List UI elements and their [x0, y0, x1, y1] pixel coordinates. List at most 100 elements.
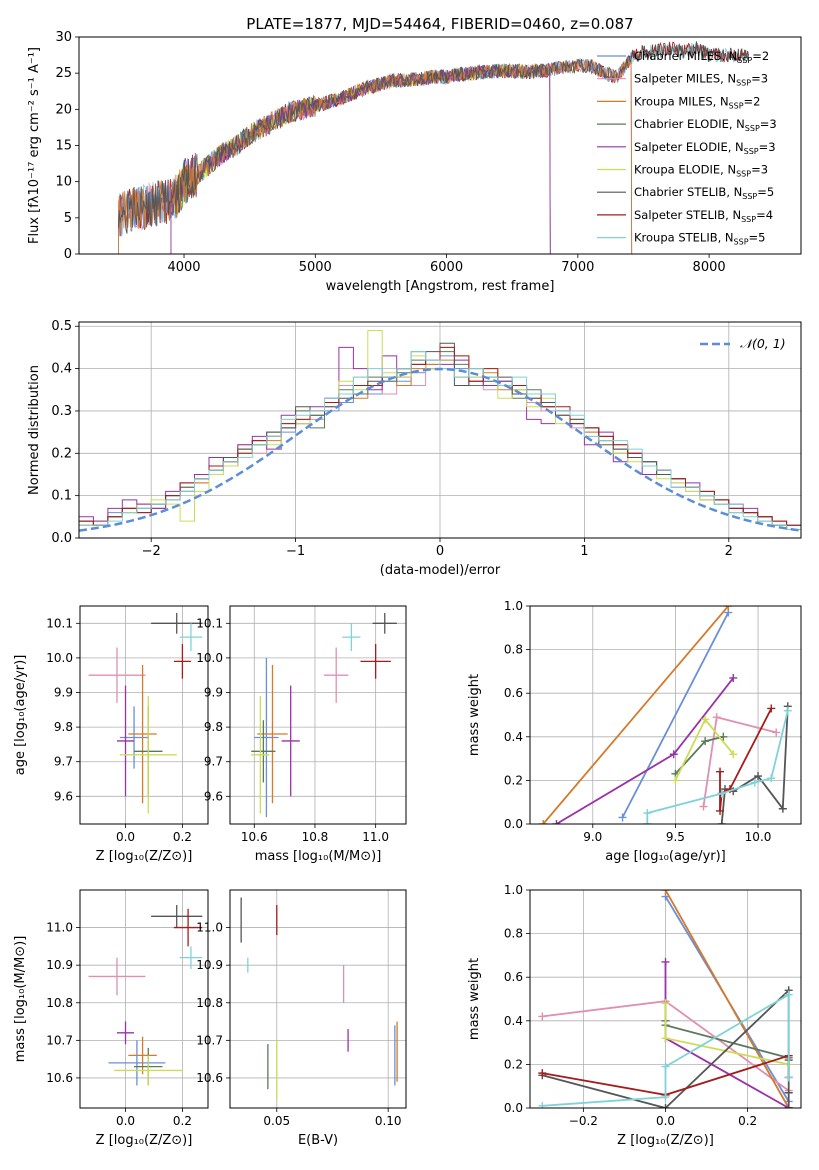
y-tick-label: 0.1 — [51, 489, 72, 504]
mass-weight-marker — [539, 820, 548, 824]
y-tick-label: 0.2 — [504, 773, 523, 787]
plot-area-residuals — [79, 330, 801, 532]
axes-frame — [79, 605, 209, 825]
y-axis-label: Flux [fλ10⁻¹⁷ erg cm⁻² s⁻¹ A⁻¹] — [27, 47, 42, 244]
y-tick-label: 1.0 — [504, 599, 523, 613]
x-tick-label: 2 — [725, 544, 733, 559]
plot-area-spectrum — [118, 41, 749, 254]
y-tick-label: 10.0 — [46, 651, 73, 665]
axes-frame — [79, 889, 209, 1109]
mass-weight-line — [664, 961, 790, 1108]
gaussian-line — [79, 367, 801, 532]
mass-weight-marker — [716, 806, 725, 815]
y-tick-label: 11.0 — [196, 921, 223, 935]
legend-label: Kroupa MILES, NSSP=2 — [634, 94, 760, 110]
y-tick-label: 0.3 — [51, 404, 72, 419]
mass-weight-marker — [784, 1088, 793, 1097]
y-axis-label: Normed distribution — [27, 365, 42, 495]
y-tick-label: 10 — [55, 175, 72, 190]
x-axis-label: mass [log₁₀(M/M⊙)] — [255, 849, 382, 864]
mass-weight-marker — [661, 999, 670, 1008]
x-tick-label: 0.0 — [116, 830, 135, 844]
x-tick-label: −0.2 — [569, 1114, 598, 1128]
y-tick-label: 0 — [64, 247, 72, 262]
mass-weight-marker — [729, 750, 738, 759]
y-tick-label: 1.0 — [504, 883, 523, 897]
y-axis-label: mass weight — [467, 958, 482, 1040]
mass-weight-marker — [729, 673, 738, 682]
x-tick-label: 7000 — [561, 260, 594, 275]
x-tick-label: 11.0 — [362, 830, 389, 844]
x-tick-label: 9.5 — [666, 830, 685, 844]
mass-weight-line — [555, 677, 735, 824]
mass-weight-marker — [661, 957, 670, 966]
plot-area-mass_vs_EBV — [240, 897, 398, 1101]
mass-weight-marker — [767, 774, 776, 783]
y-tick-label: 10.1 — [196, 616, 223, 630]
mass-weight-marker — [538, 1101, 547, 1108]
legend-label: 𝒩(0, 1) — [740, 336, 786, 351]
x-tick-label: 10.0 — [745, 830, 772, 844]
axes-frame — [229, 605, 407, 825]
y-tick-label: 10.0 — [196, 651, 223, 665]
x-tick-label: 0.0 — [656, 1114, 675, 1128]
y-tick-label: 0.4 — [51, 362, 72, 377]
mass-weight-marker — [643, 809, 652, 818]
mass-weight-marker — [717, 820, 726, 824]
spectrum-legend: Chabrier MILES, NSSP=2 Salpeter MILES, NS… — [597, 49, 777, 247]
mass-weight-marker — [552, 820, 561, 824]
y-tick-label: 0.6 — [504, 686, 523, 700]
y-tick-label: 30 — [55, 30, 72, 45]
mass-weight-marker — [784, 1104, 793, 1108]
y-tick-label: 0.4 — [504, 730, 523, 744]
y-tick-label: 0.6 — [504, 970, 523, 984]
x-axis-label: E(B-V) — [298, 1133, 338, 1148]
axes-mass_vs_Z: 0.0 0.2 10.6 10.7 10.8 10.9 11.0 Z [log₁₀(Z/Z⊙)… — [13, 889, 209, 1148]
spectrum-series-line — [170, 63, 551, 254]
mass-weight-marker — [699, 802, 708, 811]
y-tick-label: 0.8 — [504, 927, 523, 941]
legend-label: Kroupa STELIB, NSSP=5 — [634, 231, 765, 247]
mass-weight-marker — [712, 713, 721, 722]
x-tick-label: 10.6 — [241, 830, 268, 844]
mass-weight-marker — [783, 706, 792, 715]
y-tick-label: 9.7 — [54, 755, 73, 769]
y-tick-label: 9.6 — [204, 789, 223, 803]
y-axis-label: mass [log₁₀(M/M⊙)] — [13, 936, 28, 1063]
plot-area-mass_weight_vs_age — [539, 606, 792, 824]
x-tick-label: 4000 — [167, 260, 200, 275]
axes-age_vs_mass: 10.6 10.8 11.0 9.6 9.7 9.8 9.9 10.0 10.1 mass [lo… — [196, 605, 407, 864]
y-tick-label: 0.2 — [51, 446, 72, 461]
legend-label: Salpeter MILES, NSSP=3 — [634, 72, 768, 88]
y-tick-label: 9.9 — [54, 686, 73, 700]
axes-frame — [229, 889, 407, 1109]
x-tick-label: 9.0 — [583, 830, 602, 844]
mass-weight-marker — [643, 820, 652, 824]
mass-weight-marker — [784, 1073, 793, 1082]
y-axis-label: mass weight — [467, 674, 482, 756]
y-tick-label: 0.2 — [504, 1057, 523, 1071]
mass-weight-marker — [719, 732, 728, 741]
mass-weight-marker — [754, 772, 763, 781]
plot-area-age_vs_Z — [88, 612, 203, 814]
y-tick-label: 10.6 — [46, 1071, 73, 1085]
y-tick-label: 10.8 — [46, 996, 73, 1010]
legend-label: Chabrier ELODIE, NSSP=3 — [634, 117, 777, 133]
y-tick-label: 10.1 — [46, 616, 73, 630]
y-tick-label: 0.8 — [504, 643, 523, 657]
x-tick-label: 1 — [580, 544, 588, 559]
y-tick-label: 10.7 — [196, 1033, 223, 1047]
y-tick-label: 9.9 — [204, 686, 223, 700]
x-tick-label: 6000 — [430, 260, 463, 275]
y-tick-label: 10.8 — [196, 996, 223, 1010]
y-tick-label: 0.0 — [51, 531, 72, 546]
y-tick-label: 0.0 — [504, 817, 523, 831]
x-axis-label: (data-model)/error — [380, 563, 501, 578]
mass-weight-marker — [661, 890, 670, 894]
mass-weight-marker — [772, 728, 781, 737]
x-axis-label: Z [log₁₀(Z/Z⊙)] — [617, 1133, 714, 1148]
mass-weight-marker — [538, 1069, 547, 1078]
x-axis-label: wavelength [Angstrom, rest frame] — [326, 279, 555, 294]
axes-spectrum: 4000 5000 6000 7000 8000 0 5 10 15 20 25 30 waveleng… — [27, 30, 802, 294]
y-tick-label: 10.9 — [196, 958, 223, 972]
